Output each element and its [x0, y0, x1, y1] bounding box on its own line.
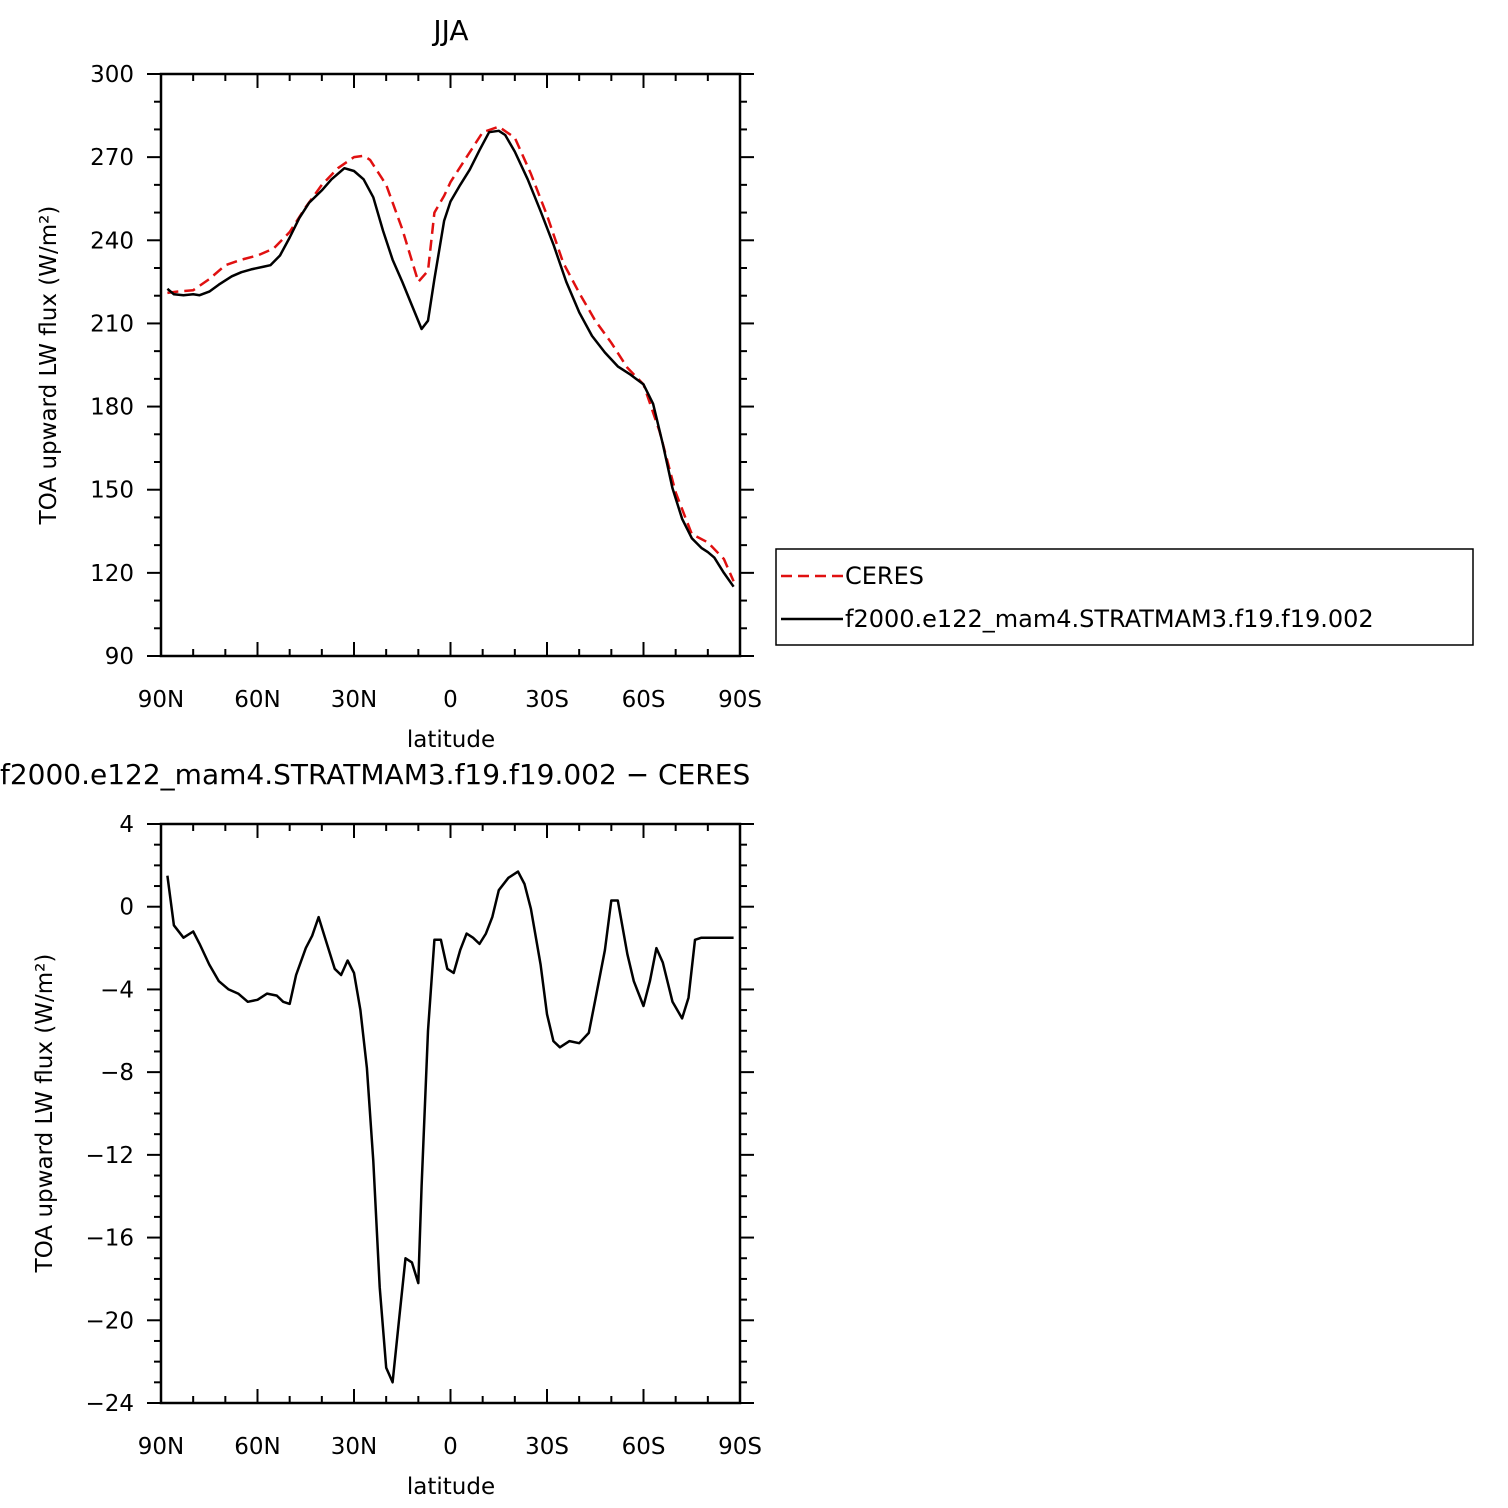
legend-label-ceres: CERES: [845, 562, 924, 590]
series-line-0: [167, 125, 735, 582]
bottom-chart-title: f2000.e122_mam4.STRATMAM3.f19.f19.002 − …: [0, 758, 750, 791]
bottom-x-axis-title: latitude: [407, 1474, 495, 1500]
y-tick-label: 240: [90, 228, 134, 254]
y-tick-label: 90: [105, 644, 134, 670]
y-tick-label: −12: [85, 1143, 134, 1169]
bottom-y-tick-labels: −24 −20 −16 −12 −8 −4 0 4: [85, 812, 134, 1417]
x-tick-label: 90N: [138, 687, 184, 713]
legend: CERES f2000.e122_mam4.STRATMAM3.f19.f19.…: [775, 548, 1474, 646]
top-panel: JJA 90N 60N 30N 0 30S 60S 90S 90 120 150 180 210 24…: [36, 14, 762, 753]
x-tick-label: 60N: [234, 687, 280, 713]
x-tick-label: 60S: [622, 1434, 666, 1460]
x-tick-label: 60S: [622, 687, 666, 713]
x-tick-label: 30S: [525, 687, 569, 713]
top-x-tick-labels: 90N 60N 30N 0 30S 60S 90S: [138, 687, 762, 713]
y-tick-label: −4: [100, 977, 134, 1003]
y-tick-label: −16: [85, 1226, 134, 1252]
y-tick-label: 0: [119, 895, 134, 921]
bottom-series-lines: [166, 870, 734, 1384]
x-tick-label: 90N: [138, 1434, 184, 1460]
y-tick-label: −20: [85, 1308, 134, 1334]
x-tick-label: 30N: [331, 1434, 377, 1460]
legend-label-model: f2000.e122_mam4.STRATMAM3.f19.f19.002: [845, 605, 1374, 633]
y-tick-label: 120: [90, 561, 134, 587]
y-tick-label: 180: [90, 395, 134, 421]
y-tick-label: 4: [119, 812, 134, 838]
y-tick-label: 300: [90, 62, 134, 88]
top-tick-marks: [147, 73, 754, 657]
bottom-x-tick-labels: 90N 60N 30N 0 30S 60S 90S: [138, 1434, 762, 1460]
y-tick-label: 270: [90, 145, 134, 171]
y-tick-label: 150: [90, 478, 134, 504]
series-line-0: [166, 870, 734, 1384]
series-line-1: [166, 129, 735, 588]
y-tick-label: 210: [90, 311, 134, 337]
x-tick-label: 30N: [331, 687, 377, 713]
y-tick-label: −24: [85, 1391, 134, 1417]
bottom-tick-marks: [147, 823, 754, 1404]
bottom-y-axis-title: TOA upward LW flux (W/m²): [32, 954, 58, 1274]
x-tick-label: 30S: [525, 1434, 569, 1460]
x-tick-label: 60N: [234, 1434, 280, 1460]
x-tick-label: 90S: [718, 687, 762, 713]
top-y-tick-labels: 90 120 150 180 210 240 270 300: [90, 62, 134, 670]
x-tick-label: 90S: [718, 1434, 762, 1460]
top-series-lines: [166, 125, 735, 588]
top-y-axis-title: TOA upward LW flux (W/m²): [36, 206, 62, 526]
top-chart-title: JJA: [431, 14, 468, 47]
y-tick-label: −8: [100, 1060, 134, 1086]
x-tick-label: 0: [443, 1434, 458, 1460]
x-tick-label: 0: [443, 687, 458, 713]
legend-box: [775, 548, 1474, 646]
top-x-axis-title: latitude: [407, 727, 495, 753]
bottom-panel: f2000.e122_mam4.STRATMAM3.f19.f19.002 − …: [0, 758, 762, 1500]
